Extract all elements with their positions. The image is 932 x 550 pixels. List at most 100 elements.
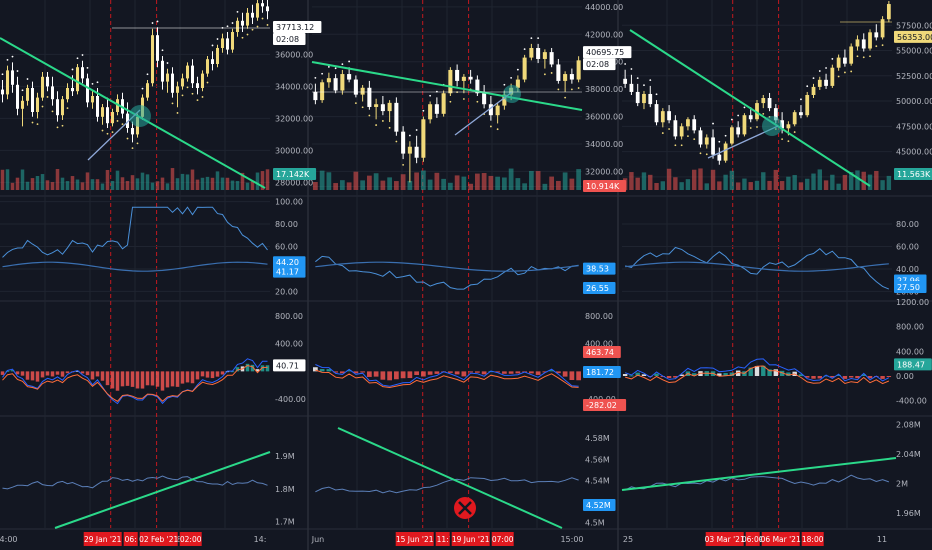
macd-histogram-bar	[811, 376, 816, 379]
sar-dot	[636, 77, 639, 80]
time-highlight-badge	[451, 532, 490, 546]
value-tag-label: 56353.00	[897, 33, 932, 42]
candle-body	[488, 104, 493, 116]
volume-bar	[549, 176, 554, 190]
sar-dot	[71, 68, 74, 71]
candle-body	[226, 38, 229, 50]
candle-body	[623, 78, 628, 84]
sar-dot	[181, 94, 184, 97]
sar-dot	[577, 87, 580, 89]
sar-dot	[6, 58, 9, 61]
macd-histogram-bar	[569, 371, 575, 381]
rsi-line	[2, 206, 268, 258]
volume-bar	[5, 169, 10, 190]
sar-dot	[321, 72, 324, 75]
rsi-line	[315, 255, 579, 290]
rsi-average-line	[625, 261, 889, 272]
volume-bar	[326, 172, 332, 190]
value-tag-label: 463.74	[586, 348, 614, 357]
signal-line	[315, 369, 579, 389]
candle-body	[461, 76, 466, 81]
macd-histogram-bar	[735, 370, 741, 376]
candle-body	[206, 59, 209, 74]
value-tag	[894, 168, 932, 180]
sar-dot	[334, 67, 337, 70]
macd-histogram-bar	[25, 371, 30, 380]
volume-bar	[723, 174, 728, 190]
volume-bar	[245, 182, 250, 190]
macd-histogram-bar	[265, 365, 270, 372]
candle-body	[81, 67, 84, 79]
time-highlight-badge	[83, 532, 122, 546]
volume-bar	[855, 170, 860, 190]
macd-histogram-bar	[515, 371, 521, 374]
macd-histogram-bar	[135, 371, 140, 389]
volume-bar	[115, 170, 120, 190]
candle-body	[817, 79, 822, 87]
candle-body	[360, 87, 365, 95]
intersection-marker	[129, 105, 151, 127]
volume-bar	[710, 169, 716, 190]
candle-body	[201, 73, 204, 88]
sar-dot	[674, 144, 677, 147]
macd-histogram-bar	[175, 371, 180, 387]
volume-bar	[414, 172, 419, 190]
macd-histogram-bar	[15, 371, 20, 375]
time-tick-label: 25	[623, 535, 633, 544]
sar-dot	[327, 66, 330, 68]
macd-tick-label: -400.00	[896, 397, 927, 406]
volume-bar	[842, 174, 848, 190]
macd-histogram-bar	[861, 374, 866, 376]
volume-bar	[145, 174, 150, 190]
macd-tick-label: 0.00	[896, 372, 914, 381]
obv-tick-label: 1.7M	[275, 517, 295, 526]
sar-dot	[699, 152, 702, 155]
macd-histogram-bar	[848, 376, 854, 378]
candle-body	[96, 96, 99, 117]
rsi-tick-label: 60.00	[896, 243, 919, 252]
value-tag	[273, 256, 306, 269]
candle-body	[468, 76, 473, 80]
time-highlight-badge	[123, 532, 138, 546]
sar-dot	[166, 62, 169, 64]
volume-bar	[779, 181, 785, 190]
sar-dot	[31, 121, 34, 124]
sar-dot	[91, 82, 94, 85]
volume-bar	[215, 171, 220, 190]
macd-histogram-bar	[635, 372, 640, 376]
sar-dot	[16, 70, 19, 72]
macd-histogram-bar	[50, 371, 55, 377]
sar-dot	[818, 70, 821, 72]
sar-dot	[161, 49, 164, 52]
volume-bar	[515, 178, 521, 190]
time-tick-label: 8	[177, 535, 182, 544]
macd-histogram-bar	[748, 367, 753, 376]
candle-body	[256, 3, 259, 18]
candle-body	[1, 89, 4, 95]
candle-body	[642, 93, 646, 104]
candle-body	[495, 105, 500, 116]
candle-body	[536, 48, 541, 59]
volume-bar	[60, 177, 65, 190]
sar-dot	[388, 126, 391, 129]
time-highlight-label: 03 Mar '21	[705, 535, 745, 544]
candle-body	[556, 64, 561, 81]
volume-bar	[90, 179, 95, 190]
price-tick-label: 32000.00	[585, 167, 623, 176]
volume-bar	[205, 176, 210, 190]
time-highlight-badge	[801, 532, 824, 546]
time-highlight-label: 29 Jan '21	[84, 535, 122, 544]
value-tag-label: 188.47	[897, 360, 925, 369]
macd-histogram-bar	[5, 370, 10, 372]
sar-dot	[176, 112, 179, 114]
candle-body	[6, 70, 9, 95]
volume-bar	[867, 174, 873, 190]
volume-bar	[313, 181, 318, 190]
macd-tick-label: 1200.00	[896, 298, 929, 307]
volume-bar	[666, 168, 672, 190]
price-tick-label: 57500.00	[896, 21, 932, 30]
time-highlight-badge	[705, 532, 744, 546]
macd-histogram-bar	[648, 376, 653, 377]
obv-trendline	[621, 457, 897, 491]
volume-bar	[880, 180, 885, 190]
